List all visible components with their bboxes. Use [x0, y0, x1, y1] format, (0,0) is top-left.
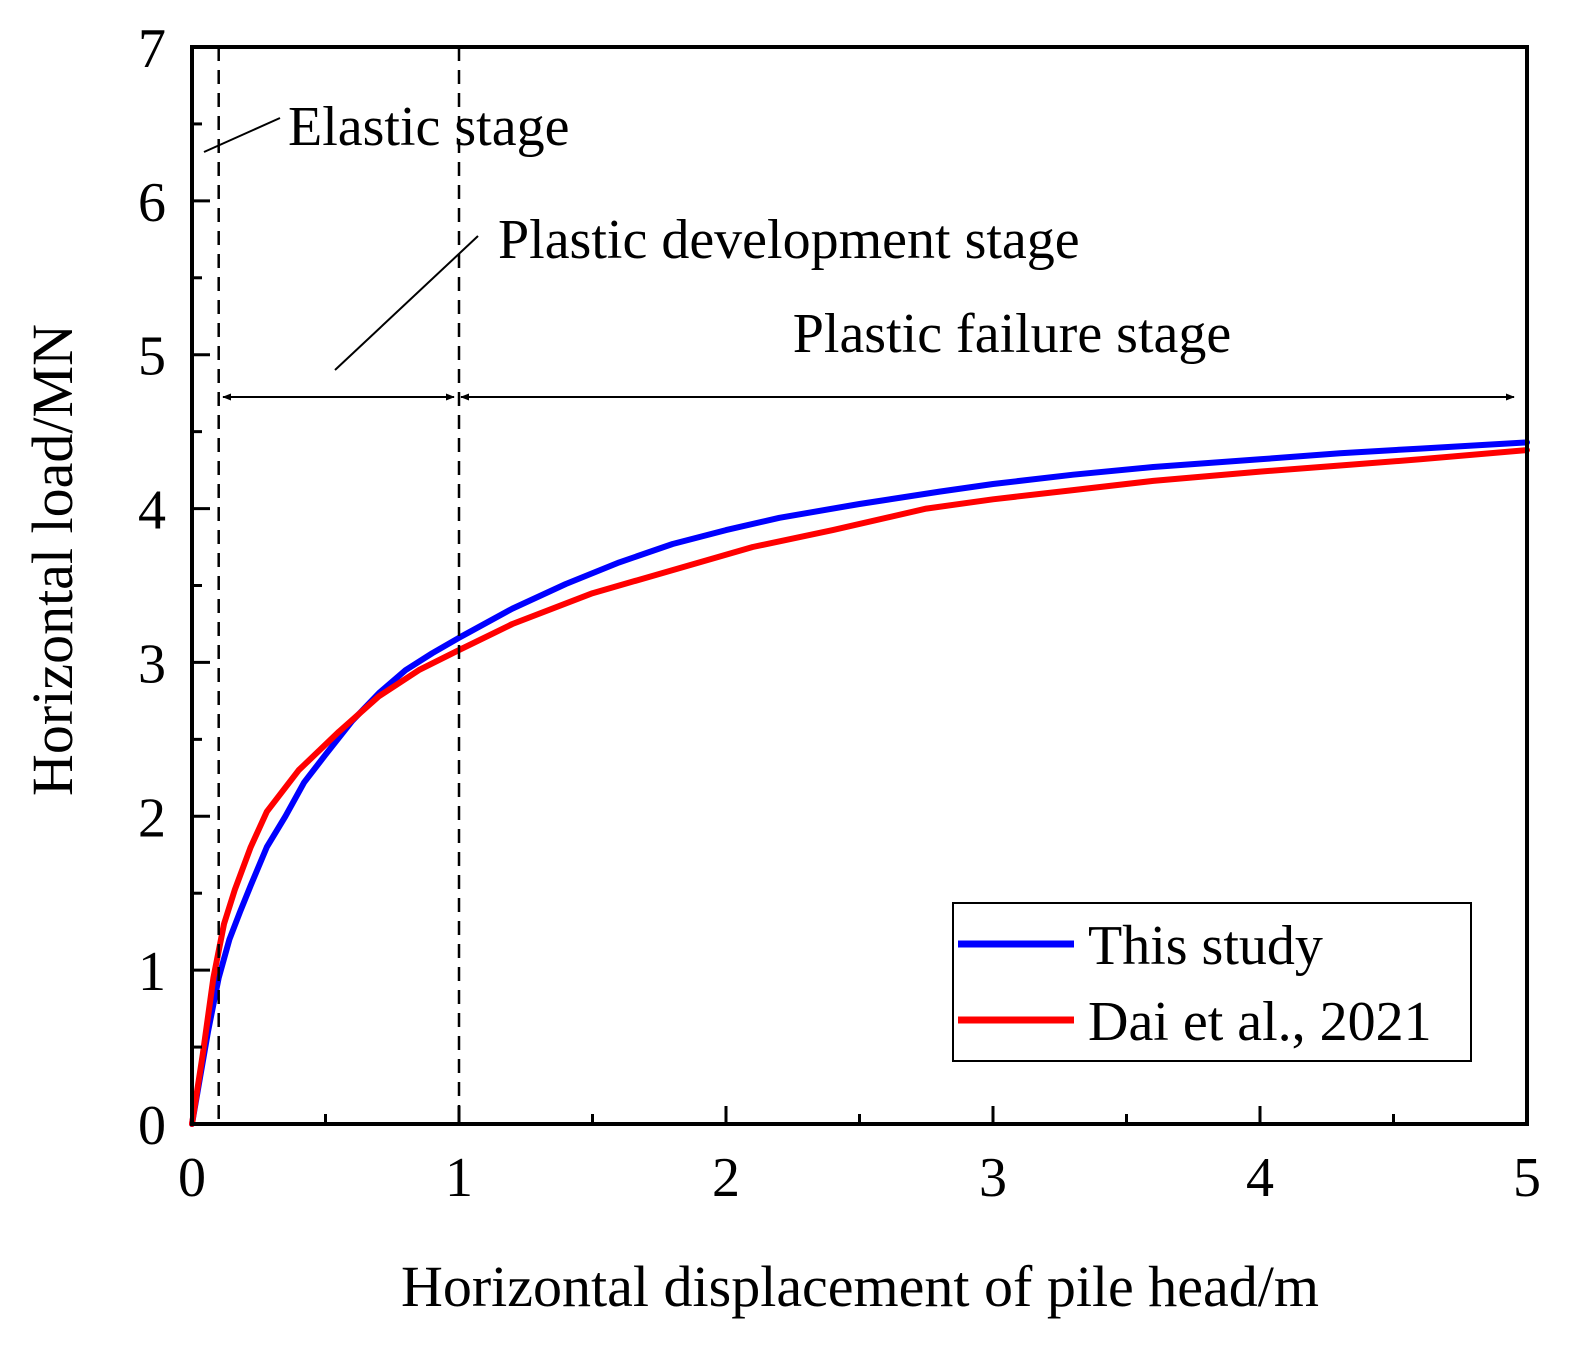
y-tick-label: 5 — [138, 326, 166, 388]
reference-lines — [217, 47, 461, 1124]
annotation-elastic-text: Elastic stage — [288, 96, 569, 158]
annotation-plastic-development: Plastic development stage — [334, 209, 1080, 371]
x-tick-label: 4 — [1246, 1147, 1274, 1209]
annotation-plastic-failure: Plastic failure stage — [793, 303, 1232, 365]
series-line-dai-2021 — [189, 447, 1530, 1127]
y-tick-label: 0 — [138, 1095, 166, 1157]
y-tick-label: 6 — [138, 172, 166, 234]
x-tick-label: 1 — [445, 1147, 473, 1209]
y-tick-label: 7 — [138, 18, 166, 80]
legend-label-this-study: This study — [1088, 915, 1323, 977]
legend-label-dai-2021: Dai et al., 2021 — [1088, 991, 1432, 1053]
legend: This study Dai et al., 2021 — [952, 902, 1472, 1062]
y-tick-label: 1 — [138, 941, 166, 1003]
y-tick-label: 4 — [138, 480, 166, 542]
x-tick-label: 2 — [712, 1147, 740, 1209]
development-leader-line — [334, 235, 479, 371]
x-tick-label: 3 — [979, 1147, 1007, 1209]
annotation-failure-text: Plastic failure stage — [793, 303, 1232, 365]
y-axis-title: Horizontal load/MN — [20, 324, 85, 796]
annotation-elastic-stage: Elastic stage — [203, 96, 569, 158]
series-line-this-study — [189, 439, 1530, 1127]
x-tick-label: 0 — [178, 1147, 206, 1209]
x-tick-label: 5 — [1513, 1147, 1541, 1209]
y-tick-label: 2 — [138, 787, 166, 849]
x-axis-ticks: 0 1 2 3 4 5 — [178, 1106, 1541, 1209]
x-axis-title: Horizontal displacement of pile head/m — [401, 1254, 1319, 1319]
elastic-leader-line — [203, 117, 281, 153]
y-axis-ticks: 0 1 2 3 4 5 6 7 — [138, 18, 210, 1157]
series-group — [189, 439, 1530, 1127]
y-tick-label: 3 — [138, 633, 166, 695]
legend-frame — [952, 902, 1472, 1062]
annotation-development-text: Plastic development stage — [498, 209, 1080, 271]
